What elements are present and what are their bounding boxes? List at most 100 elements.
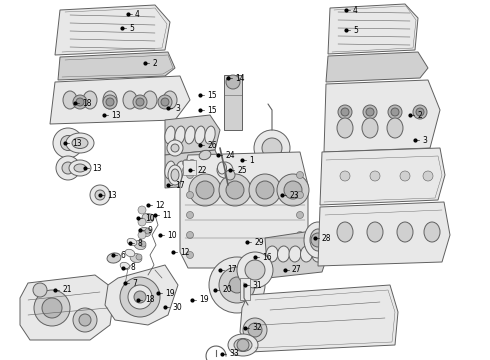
Text: 3: 3 xyxy=(175,104,180,113)
Circle shape xyxy=(256,181,274,199)
Ellipse shape xyxy=(228,334,258,356)
Circle shape xyxy=(106,98,114,106)
Circle shape xyxy=(296,252,303,258)
Text: 13: 13 xyxy=(107,190,117,199)
Text: 31: 31 xyxy=(252,280,262,289)
Circle shape xyxy=(366,108,374,116)
Ellipse shape xyxy=(107,253,121,263)
Text: 12: 12 xyxy=(180,248,190,257)
Text: 24: 24 xyxy=(225,150,235,159)
Circle shape xyxy=(338,105,352,119)
Ellipse shape xyxy=(171,169,179,181)
Circle shape xyxy=(277,174,309,206)
Bar xyxy=(183,160,196,175)
Ellipse shape xyxy=(125,249,135,257)
Circle shape xyxy=(249,174,281,206)
Text: 22: 22 xyxy=(197,166,206,175)
Circle shape xyxy=(171,144,179,152)
Text: 16: 16 xyxy=(262,252,271,261)
Polygon shape xyxy=(328,4,418,54)
Text: 27: 27 xyxy=(292,266,302,274)
Circle shape xyxy=(370,171,380,181)
Text: 4: 4 xyxy=(353,5,358,14)
Circle shape xyxy=(209,257,265,313)
Circle shape xyxy=(73,308,97,332)
Circle shape xyxy=(136,98,144,106)
Text: 8: 8 xyxy=(130,264,135,273)
Polygon shape xyxy=(318,202,450,266)
Circle shape xyxy=(237,339,249,351)
Text: 18: 18 xyxy=(82,99,92,108)
Text: 28: 28 xyxy=(322,234,332,243)
Circle shape xyxy=(187,252,194,258)
Circle shape xyxy=(136,254,142,260)
Circle shape xyxy=(138,206,146,214)
Ellipse shape xyxy=(310,229,326,251)
Circle shape xyxy=(296,212,303,219)
Ellipse shape xyxy=(266,246,278,262)
Circle shape xyxy=(56,156,80,180)
Bar xyxy=(240,278,250,300)
Text: 32: 32 xyxy=(252,324,262,333)
Ellipse shape xyxy=(195,126,205,144)
Circle shape xyxy=(182,166,190,174)
Ellipse shape xyxy=(234,338,252,351)
Text: 15: 15 xyxy=(207,90,217,99)
Text: 12: 12 xyxy=(155,201,165,210)
Polygon shape xyxy=(55,5,170,55)
Ellipse shape xyxy=(139,228,151,237)
Ellipse shape xyxy=(134,240,146,249)
Polygon shape xyxy=(20,275,115,340)
Circle shape xyxy=(248,323,262,337)
Text: 18: 18 xyxy=(145,296,154,305)
Text: 7: 7 xyxy=(132,279,137,288)
Circle shape xyxy=(284,181,302,199)
Bar xyxy=(224,75,242,130)
Polygon shape xyxy=(180,152,308,268)
Text: 11: 11 xyxy=(162,211,171,220)
Ellipse shape xyxy=(205,126,215,144)
Text: 5: 5 xyxy=(129,23,134,32)
Text: 2: 2 xyxy=(417,111,422,120)
Ellipse shape xyxy=(63,91,77,109)
Circle shape xyxy=(73,95,87,109)
Text: 10: 10 xyxy=(145,213,155,222)
Ellipse shape xyxy=(397,222,413,242)
Text: 4: 4 xyxy=(135,9,140,18)
Text: 6: 6 xyxy=(120,251,125,260)
Circle shape xyxy=(296,231,303,239)
Ellipse shape xyxy=(175,161,186,179)
Circle shape xyxy=(413,105,427,119)
Polygon shape xyxy=(165,115,220,155)
Circle shape xyxy=(229,277,245,293)
Text: 9: 9 xyxy=(147,225,152,234)
Polygon shape xyxy=(105,265,178,325)
Circle shape xyxy=(138,231,146,239)
Text: 33: 33 xyxy=(229,350,239,359)
Circle shape xyxy=(311,233,325,247)
Ellipse shape xyxy=(74,164,86,172)
Ellipse shape xyxy=(196,161,207,179)
Circle shape xyxy=(254,130,290,166)
Text: 19: 19 xyxy=(165,288,174,297)
Text: 8: 8 xyxy=(137,239,142,248)
Circle shape xyxy=(363,105,377,119)
Text: 13: 13 xyxy=(72,139,82,148)
Circle shape xyxy=(391,108,399,116)
Text: 21: 21 xyxy=(62,285,72,294)
Circle shape xyxy=(187,171,194,179)
Polygon shape xyxy=(165,150,222,188)
Circle shape xyxy=(167,140,183,156)
Ellipse shape xyxy=(218,162,226,174)
Text: 29: 29 xyxy=(254,238,264,247)
Ellipse shape xyxy=(168,165,182,185)
Circle shape xyxy=(187,212,194,219)
Ellipse shape xyxy=(199,150,211,160)
Circle shape xyxy=(237,252,273,288)
Circle shape xyxy=(226,181,244,199)
Circle shape xyxy=(103,95,117,109)
Circle shape xyxy=(262,138,282,158)
Circle shape xyxy=(187,192,194,198)
Circle shape xyxy=(340,171,350,181)
Circle shape xyxy=(148,214,154,220)
